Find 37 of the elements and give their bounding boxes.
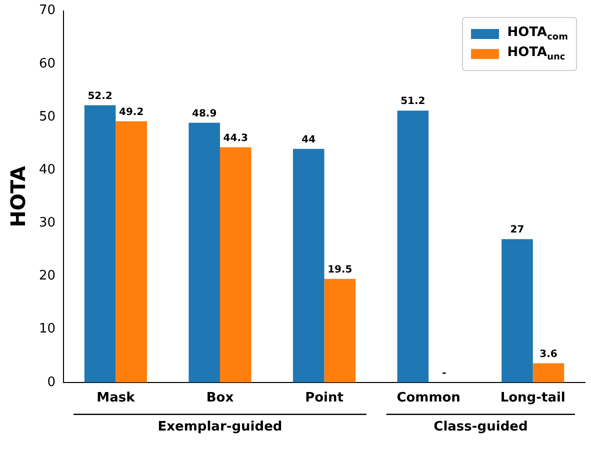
x-tick-label: Point xyxy=(305,390,344,406)
y-tick-label: 40 xyxy=(38,162,56,178)
data-label: 19.5 xyxy=(328,264,352,276)
data-label: 3.6 xyxy=(540,348,558,360)
bar xyxy=(324,278,356,382)
data-label: 52.2 xyxy=(88,90,112,102)
bar xyxy=(502,239,533,382)
bar xyxy=(188,122,220,382)
y-tick-label: 10 xyxy=(38,322,56,337)
text: Exemplar-guided xyxy=(158,419,282,434)
data-label: 44.3 xyxy=(223,132,248,144)
y-tick-label: 30 xyxy=(38,216,56,231)
bar xyxy=(532,363,564,382)
data-label: 27 xyxy=(510,224,524,236)
y-axis-title: HOTA xyxy=(6,165,30,228)
y-tick-label: 20 xyxy=(38,268,56,284)
x-tick-label: Long-tail xyxy=(500,390,566,406)
data-label: 49.2 xyxy=(118,106,144,118)
y-tick-label: 60 xyxy=(38,56,56,72)
x-tick-label: Box xyxy=(206,390,234,406)
x-tick-label: Mask xyxy=(96,390,136,406)
bar xyxy=(116,121,147,382)
bar xyxy=(84,105,116,382)
y-tick-label: 70 xyxy=(38,3,56,18)
y-tick-label: 0 xyxy=(47,374,56,390)
data-label: 48.9 xyxy=(192,108,217,120)
data-label: 51.2 xyxy=(400,96,426,108)
legend-label: HOTA$_{com}$ xyxy=(507,24,568,42)
y-tick-label: 50 xyxy=(38,109,56,124)
bar xyxy=(292,148,324,382)
legend-label: HOTA$_{unc}$ xyxy=(507,45,566,63)
data-label: 44 xyxy=(302,134,316,146)
text: - xyxy=(442,368,446,379)
x-tick-label: Common xyxy=(396,390,460,406)
bar xyxy=(220,147,252,382)
bar xyxy=(397,110,429,382)
text: Class-guided xyxy=(434,419,528,434)
